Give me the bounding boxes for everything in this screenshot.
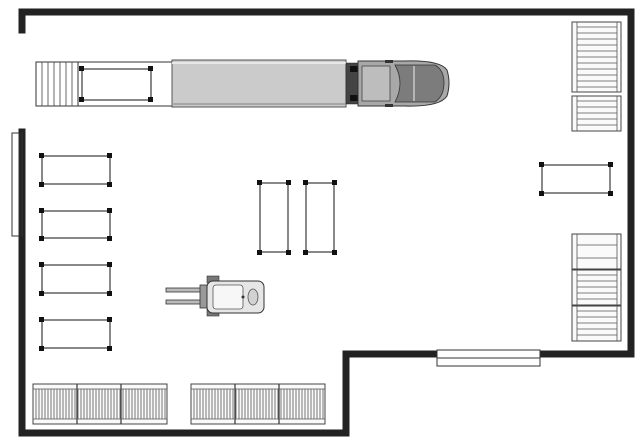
loading-area[interactable] xyxy=(539,162,613,196)
pallet-stack[interactable] xyxy=(32,383,168,425)
pallet-stack[interactable] xyxy=(571,269,622,306)
pallet-stack[interactable] xyxy=(571,305,622,342)
pallet-stack[interactable] xyxy=(571,95,622,132)
loading-area[interactable] xyxy=(39,317,112,351)
pallet-stack[interactable] xyxy=(571,233,622,270)
truck-trailer xyxy=(171,59,347,108)
pallet-stack[interactable] xyxy=(190,383,326,425)
pallet-stack[interactable] xyxy=(571,21,622,93)
forklift-icon xyxy=(165,275,265,317)
loading-area[interactable] xyxy=(39,208,112,241)
building-walls xyxy=(18,8,635,437)
loading-area[interactable] xyxy=(39,262,112,296)
door-left[interactable] xyxy=(11,132,20,237)
loading-areas xyxy=(39,66,613,351)
loading-area[interactable] xyxy=(303,180,337,255)
loading-area[interactable] xyxy=(257,180,291,255)
loading-ramp xyxy=(35,61,79,107)
loading-ramp-slats xyxy=(41,62,73,106)
wall-top-right-segment xyxy=(18,8,635,358)
loading-area[interactable] xyxy=(39,153,112,187)
pallet-stacks-right xyxy=(571,21,622,342)
wall-bottom-left-segment xyxy=(18,128,441,437)
pallet-stacks-bottom xyxy=(32,383,326,425)
loading-area[interactable] xyxy=(79,66,153,102)
